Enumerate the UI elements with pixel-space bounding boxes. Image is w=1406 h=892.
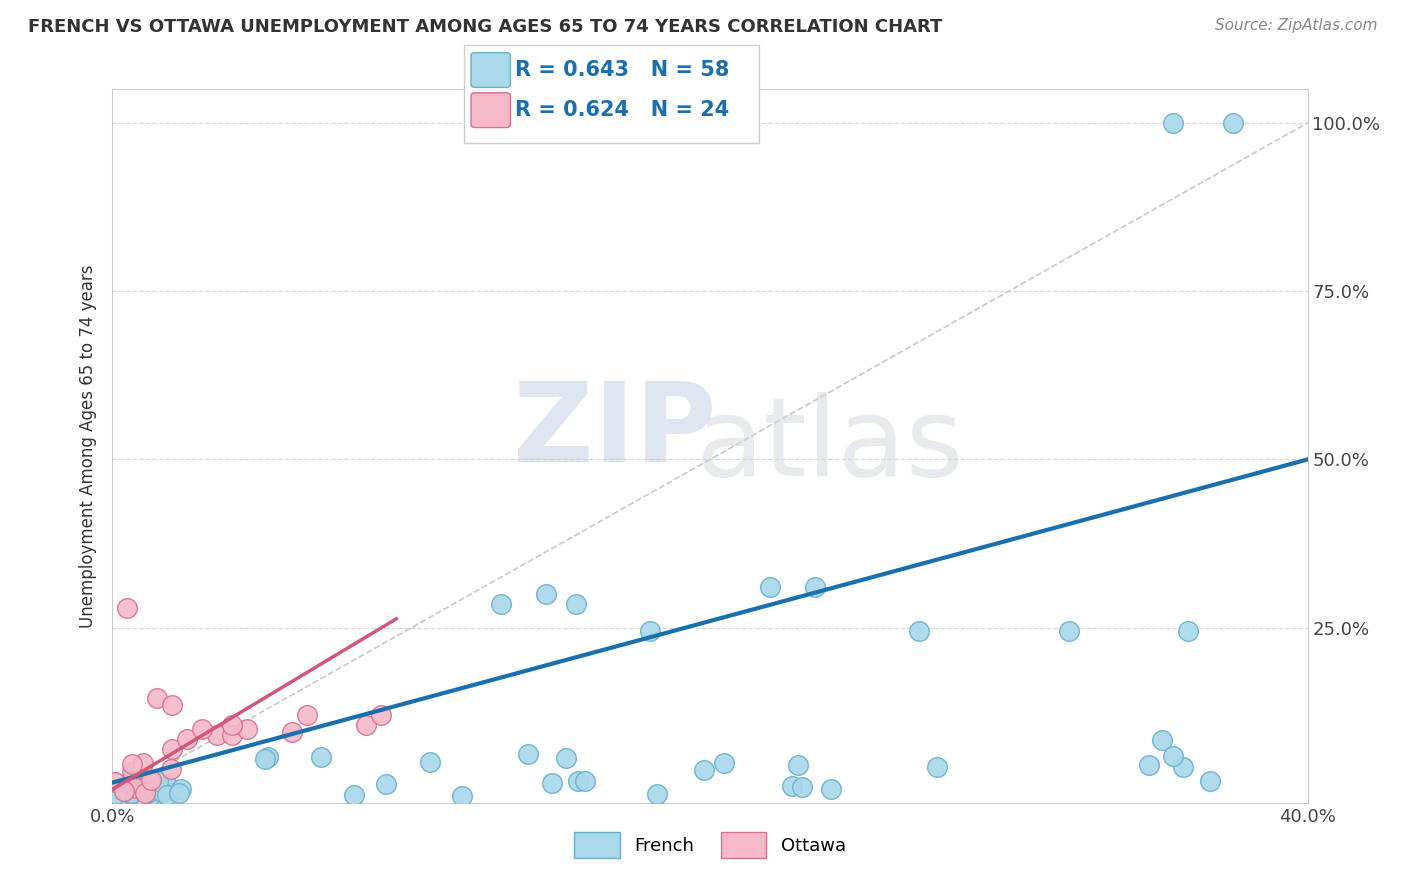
Point (104, 787, 127, 801)
Point (803, 580, 825, 594)
Point (105, 781, 128, 796)
Point (162, 698, 183, 713)
Point (419, 756, 441, 770)
Point (112, 784, 135, 798)
Point (1222, 116, 1244, 130)
Text: atlas: atlas (696, 392, 963, 500)
Legend: French, Ottawa: French, Ottawa (567, 825, 853, 865)
Point (138, 773, 160, 788)
Point (205, 729, 228, 743)
Point (117, 777, 139, 791)
Point (925, 760, 948, 774)
Point (908, 624, 931, 639)
Point (120, 788, 142, 802)
Point (150, 785, 173, 799)
Point (780, 779, 803, 793)
Point (134, 786, 156, 800)
Point (311, 750, 333, 764)
Point (640, 624, 662, 639)
Point (125, 780, 148, 795)
Point (450, 789, 472, 803)
Point (103, 775, 125, 789)
Point (138, 786, 160, 800)
Point (534, 587, 557, 601)
Point (541, 776, 564, 790)
Point (1171, 760, 1194, 774)
Point (759, 580, 782, 594)
Point (159, 763, 181, 777)
Point (125, 776, 148, 790)
Point (820, 782, 842, 797)
Point (159, 781, 181, 796)
Point (295, 708, 318, 723)
Point (221, 729, 243, 743)
Point (1161, 749, 1184, 764)
Point (489, 597, 512, 611)
Point (554, 751, 576, 765)
Text: R = 0.643   N = 58: R = 0.643 N = 58 (515, 60, 728, 80)
Point (1057, 624, 1080, 639)
Text: Source: ZipAtlas.com: Source: ZipAtlas.com (1215, 18, 1378, 33)
Point (191, 722, 214, 736)
Point (253, 752, 276, 766)
Point (221, 718, 243, 732)
Point (167, 787, 190, 801)
Point (142, 777, 165, 791)
Point (132, 756, 155, 771)
Point (790, 780, 813, 794)
Point (356, 718, 378, 732)
Point (118, 787, 141, 801)
Point (374, 777, 396, 791)
Point (1198, 774, 1220, 789)
Point (786, 757, 808, 772)
Point (139, 773, 162, 788)
Point (370, 708, 392, 723)
Point (121, 765, 143, 780)
Point (236, 722, 259, 736)
Point (1161, 116, 1184, 130)
Point (148, 774, 170, 789)
Point (713, 756, 735, 771)
Text: ZIP: ZIP (513, 378, 716, 485)
Point (517, 747, 540, 761)
Point (139, 788, 162, 802)
Point (281, 725, 304, 739)
Point (567, 774, 589, 789)
Text: R = 0.624   N = 24: R = 0.624 N = 24 (515, 100, 728, 120)
Point (176, 731, 198, 746)
Point (121, 786, 143, 800)
Point (162, 742, 183, 756)
Y-axis label: Unemployment Among Ages 65 to 74 years: Unemployment Among Ages 65 to 74 years (79, 264, 97, 628)
Point (574, 773, 596, 788)
Point (112, 784, 135, 798)
Point (156, 788, 179, 802)
Point (117, 600, 139, 615)
Point (143, 773, 166, 788)
Point (343, 789, 366, 803)
Point (1150, 732, 1173, 747)
Point (693, 763, 716, 777)
Point (1177, 624, 1199, 639)
Point (155, 777, 177, 791)
Point (128, 784, 150, 798)
Point (121, 757, 143, 772)
Point (564, 597, 586, 611)
Point (127, 780, 149, 795)
Point (136, 784, 159, 798)
Point (257, 750, 280, 764)
Text: FRENCH VS OTTAWA UNEMPLOYMENT AMONG AGES 65 TO 74 YEARS CORRELATION CHART: FRENCH VS OTTAWA UNEMPLOYMENT AMONG AGES… (28, 18, 942, 36)
Point (645, 787, 668, 801)
Point (170, 782, 193, 797)
Point (1137, 758, 1160, 772)
Point (146, 691, 169, 706)
